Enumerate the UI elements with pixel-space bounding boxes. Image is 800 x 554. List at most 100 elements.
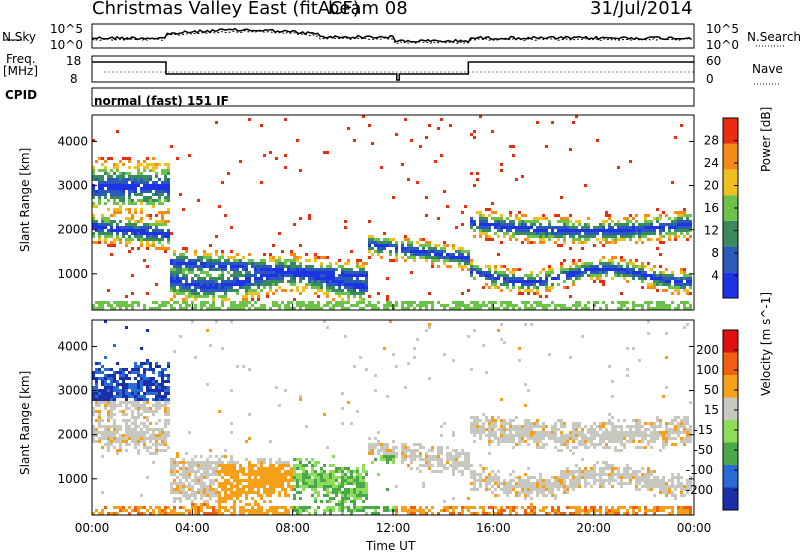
power-cell (689, 283, 692, 286)
power-cell (569, 277, 572, 280)
power-cell (608, 226, 611, 229)
velocity-cell (497, 485, 500, 488)
velocity-cell (149, 440, 152, 443)
power-cell (641, 271, 644, 274)
velocity-cell (323, 485, 326, 488)
velocity-cell (290, 506, 293, 509)
velocity-cell (227, 467, 230, 470)
power-cell (317, 274, 320, 277)
power-cell (503, 274, 506, 277)
power-cell (413, 256, 416, 259)
power-cell (296, 304, 299, 307)
power-cell (119, 172, 122, 175)
velocity-cell (95, 419, 98, 422)
velocity-cell (488, 512, 491, 515)
power-cell (191, 292, 194, 295)
velocity-cell (359, 494, 362, 497)
velocity-cell (188, 512, 191, 515)
velocity-cell (203, 467, 206, 470)
power-cell (488, 223, 491, 226)
power-cell (461, 253, 464, 256)
velocity-cell (158, 437, 161, 440)
power-cell (626, 220, 629, 223)
power-cell (515, 232, 518, 235)
velocity-cell (365, 368, 368, 371)
velocity-cell (545, 485, 548, 488)
power-cell (152, 181, 155, 184)
velocity-cell (101, 401, 104, 404)
velocity-cell (326, 485, 329, 488)
velocity-cell (131, 371, 134, 374)
power-cell (104, 220, 107, 223)
power-cell (677, 211, 680, 214)
velocity-cell (428, 467, 431, 470)
power-cell (476, 211, 479, 214)
velocity-cell (107, 434, 110, 437)
power-cell (509, 145, 512, 148)
power-cell (569, 265, 572, 268)
velocity-cell (287, 512, 290, 515)
power-cell (239, 307, 242, 310)
velocity-cell (518, 359, 521, 362)
power-cell (140, 178, 143, 181)
velocity-cell (392, 353, 395, 356)
power-cell (185, 295, 188, 298)
power-cell (215, 280, 218, 283)
velocity-cell (536, 446, 539, 449)
power-cell (107, 175, 110, 178)
velocity-cell (371, 506, 374, 509)
power-cell (320, 280, 323, 283)
velocity-cell (185, 509, 188, 512)
velocity-cell (518, 491, 521, 494)
velocity-cell (509, 506, 512, 509)
power-cell (620, 232, 623, 235)
power-cell (260, 283, 263, 286)
power-cell (530, 232, 533, 235)
velocity-cell (563, 482, 566, 485)
velocity-cell (161, 509, 164, 512)
power-cell (407, 307, 410, 310)
velocity-cell (350, 422, 353, 425)
velocity-cell (269, 461, 272, 464)
velocity-cell (362, 488, 365, 491)
velocity-cell (161, 371, 164, 374)
velocity-cell (104, 437, 107, 440)
power-cell (509, 214, 512, 217)
power-cell (113, 202, 116, 205)
velocity-cell (284, 494, 287, 497)
power-cell (569, 235, 572, 238)
power-cell (116, 232, 119, 235)
power-cell (215, 289, 218, 292)
velocity-cell (269, 458, 272, 461)
freq-panel-frame (91, 55, 695, 83)
power-cell (158, 307, 161, 310)
power-cell (146, 196, 149, 199)
velocity-cell (146, 383, 149, 386)
velocity-cell (401, 443, 404, 446)
power-cell (326, 271, 329, 274)
velocity-cell (164, 422, 167, 425)
velocity-cell (236, 470, 239, 473)
power-cell (278, 277, 281, 280)
velocity-cell (578, 431, 581, 434)
velocity-cell (536, 419, 539, 422)
velocity-cell (314, 482, 317, 485)
velocity-cell (554, 431, 557, 434)
velocity-cell (131, 509, 134, 512)
power-cell (608, 265, 611, 268)
power-cell (335, 277, 338, 280)
power-cell (671, 301, 674, 304)
velocity-cell (110, 425, 113, 428)
power-cell (107, 208, 110, 211)
power-cell (620, 265, 623, 268)
power-cell (572, 259, 575, 262)
power-cell (536, 292, 539, 295)
power-cell (278, 271, 281, 274)
power-cell (458, 253, 461, 256)
power-cell (368, 124, 371, 127)
velocity-cell (197, 488, 200, 491)
power-cell (209, 307, 212, 310)
power-cell (368, 304, 371, 307)
power-cell (101, 175, 104, 178)
power-cell (584, 268, 587, 271)
